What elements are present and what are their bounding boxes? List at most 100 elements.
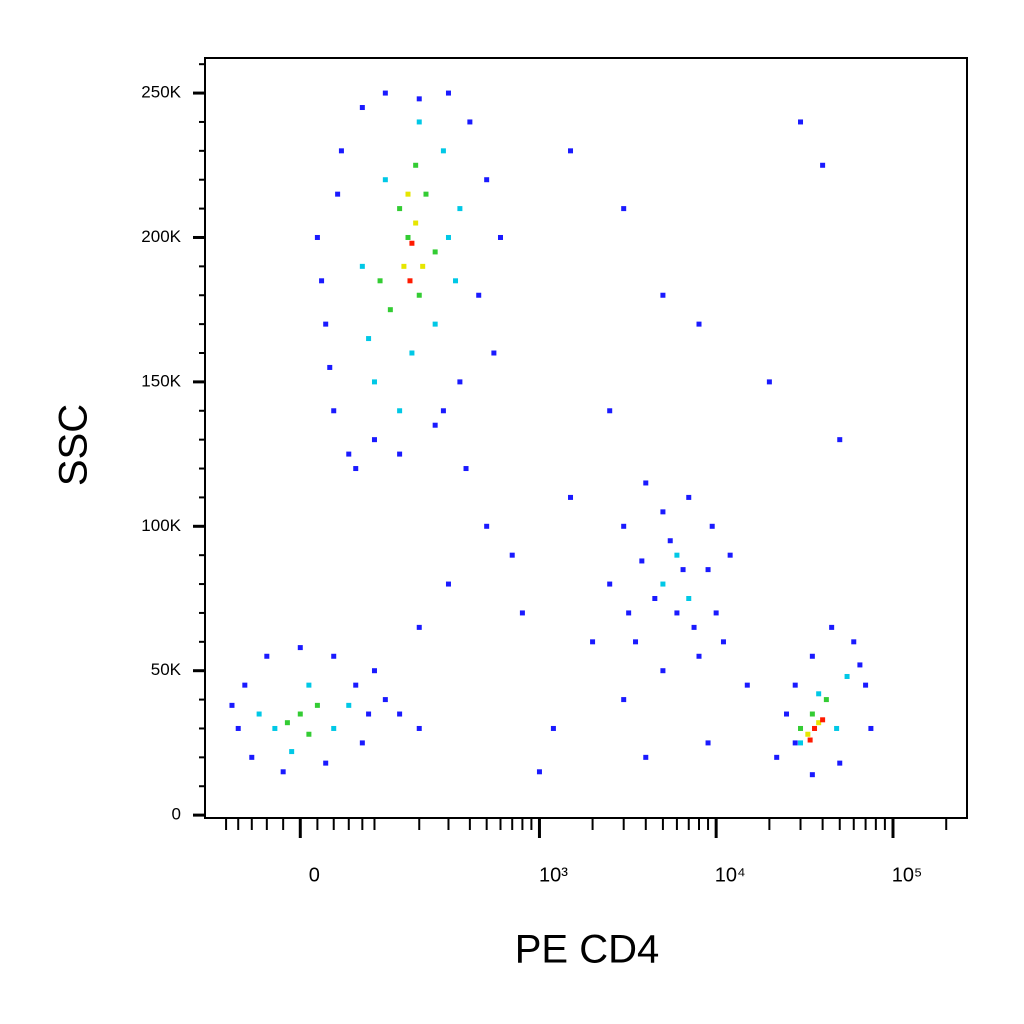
- data-point: [621, 206, 627, 212]
- data-point: [338, 148, 344, 154]
- data-point: [445, 581, 451, 587]
- data-point: [346, 702, 352, 708]
- data-point: [497, 234, 503, 240]
- data-point: [667, 538, 673, 544]
- data-point: [359, 105, 365, 111]
- y-tick-label: 200K: [141, 227, 181, 246]
- data-point: [327, 364, 333, 370]
- data-point: [432, 249, 438, 255]
- data-point: [705, 740, 711, 746]
- data-point: [371, 437, 377, 443]
- data-point: [820, 717, 826, 723]
- data-point: [297, 711, 303, 717]
- data-point: [387, 307, 393, 313]
- data-point: [353, 466, 359, 472]
- data-point: [323, 760, 329, 766]
- data-point: [568, 494, 574, 500]
- data-point: [851, 639, 857, 645]
- data-point: [660, 509, 666, 515]
- data-point: [235, 725, 241, 731]
- data-point: [709, 523, 715, 529]
- data-point: [397, 408, 403, 414]
- data-point: [359, 263, 365, 269]
- data-point: [335, 191, 341, 197]
- data-point: [696, 653, 702, 659]
- data-point: [674, 610, 680, 616]
- data-point: [432, 321, 438, 327]
- data-point: [445, 90, 451, 96]
- data-point: [413, 220, 419, 226]
- data-point: [590, 639, 596, 645]
- data-point: [784, 711, 790, 717]
- data-point: [272, 725, 278, 731]
- data-point: [643, 480, 649, 486]
- data-point: [416, 96, 422, 102]
- data-point: [805, 731, 811, 737]
- data-point: [306, 731, 312, 737]
- data-point: [509, 552, 515, 558]
- x-tick-label: 10⁵: [892, 864, 923, 886]
- data-point: [807, 737, 813, 743]
- data-point: [280, 769, 286, 775]
- data-point: [445, 234, 451, 240]
- data-point: [660, 668, 666, 674]
- data-point: [798, 119, 804, 125]
- x-tick-label: 0: [309, 864, 320, 886]
- data-point: [829, 624, 835, 630]
- x-tick-label: 10³: [539, 864, 568, 886]
- data-point: [766, 379, 772, 385]
- data-point: [416, 725, 422, 731]
- data-point: [382, 697, 388, 703]
- x-tick-label: 10⁴: [715, 864, 746, 886]
- data-point: [457, 379, 463, 385]
- data-point: [331, 408, 337, 414]
- data-point: [346, 451, 352, 457]
- data-point: [405, 191, 411, 197]
- data-point: [331, 653, 337, 659]
- y-tick-label: 150K: [141, 371, 181, 390]
- data-point: [467, 119, 473, 125]
- data-point: [366, 336, 372, 342]
- data-point: [519, 610, 525, 616]
- data-point: [366, 711, 372, 717]
- data-point: [371, 668, 377, 674]
- data-point: [844, 673, 850, 679]
- data-point: [440, 148, 446, 154]
- y-axis-title: SSC: [52, 404, 96, 486]
- data-point: [476, 292, 482, 298]
- data-point: [863, 682, 869, 688]
- data-point: [407, 278, 413, 284]
- data-point: [359, 740, 365, 746]
- data-point: [621, 523, 627, 529]
- data-point: [727, 552, 733, 558]
- data-point: [834, 725, 840, 731]
- data-point: [423, 191, 429, 197]
- data-point: [691, 624, 697, 630]
- data-point: [256, 711, 262, 717]
- data-point: [816, 691, 822, 697]
- data-point: [837, 760, 843, 766]
- data-point: [792, 682, 798, 688]
- data-point: [550, 725, 556, 731]
- data-point: [639, 558, 645, 564]
- data-point: [420, 263, 426, 269]
- data-point: [416, 292, 422, 298]
- data-point: [413, 162, 419, 168]
- data-point: [823, 697, 829, 703]
- data-point: [249, 754, 255, 760]
- data-point: [457, 206, 463, 212]
- data-point: [264, 653, 270, 659]
- plot-frame: [204, 57, 968, 819]
- data-point: [536, 769, 542, 775]
- data-point: [405, 234, 411, 240]
- data-point: [289, 749, 295, 755]
- data-point: [809, 653, 815, 659]
- data-point: [484, 523, 490, 529]
- data-point: [323, 321, 329, 327]
- data-point: [713, 610, 719, 616]
- data-point: [868, 725, 874, 731]
- data-point: [607, 581, 613, 587]
- data-point: [242, 682, 248, 688]
- data-point: [568, 148, 574, 154]
